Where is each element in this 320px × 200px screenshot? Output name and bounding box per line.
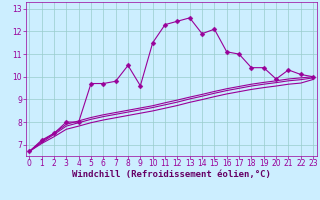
X-axis label: Windchill (Refroidissement éolien,°C): Windchill (Refroidissement éolien,°C) bbox=[72, 170, 271, 179]
